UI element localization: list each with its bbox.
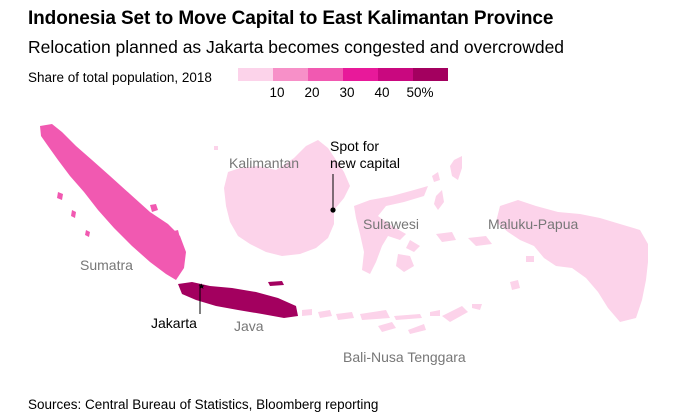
legend-swatches — [238, 68, 448, 81]
legend-swatch-2 — [308, 68, 343, 81]
region-label-maluku-papua: Maluku-Papua — [488, 216, 578, 232]
region-sulawesi — [354, 172, 440, 274]
capital-marker — [330, 207, 336, 213]
region-label-kalimantan: Kalimantan — [229, 155, 299, 171]
legend-ticks: 10 20 30 40 50% — [0, 85, 680, 103]
region-java — [178, 281, 298, 318]
region-label-sulawesi: Sulawesi — [363, 216, 419, 232]
jakarta-star-icon: ★ — [198, 282, 205, 291]
legend-tick-30: 30 — [339, 85, 355, 100]
region-bali-nusa — [302, 304, 482, 334]
legend-swatch-5 — [413, 68, 448, 81]
legend-swatch-0 — [238, 68, 273, 81]
chart-subtitle: Relocation planned as Jakarta becomes co… — [28, 37, 565, 57]
region-kalimantan — [214, 140, 350, 256]
legend-swatch-1 — [273, 68, 308, 81]
legend-tick-20: 20 — [304, 85, 320, 100]
legend-swatch-3 — [343, 68, 378, 81]
region-label-java: Java — [234, 318, 264, 334]
legend-tick-50: 50% — [406, 85, 434, 100]
capital-annotation-line2: new capital — [330, 155, 400, 171]
legend-tick-40: 40 — [374, 85, 390, 100]
region-label-bali-nusa: Bali-Nusa Tenggara — [343, 349, 466, 365]
region-sumatra — [40, 124, 186, 280]
source-note: Sources: Central Bureau of Statistics, B… — [28, 397, 379, 412]
region-maluku-papua — [434, 156, 648, 322]
legend-swatch-4 — [378, 68, 413, 81]
jakarta-label: Jakarta — [151, 315, 197, 331]
region-label-sumatra: Sumatra — [80, 257, 133, 273]
capital-annotation-line1: Spot for — [330, 138, 379, 154]
chart-title: Indonesia Set to Move Capital to East Ka… — [28, 8, 554, 29]
legend-tick-10: 10 — [269, 85, 285, 100]
legend-title: Share of total population, 2018 — [28, 70, 212, 85]
